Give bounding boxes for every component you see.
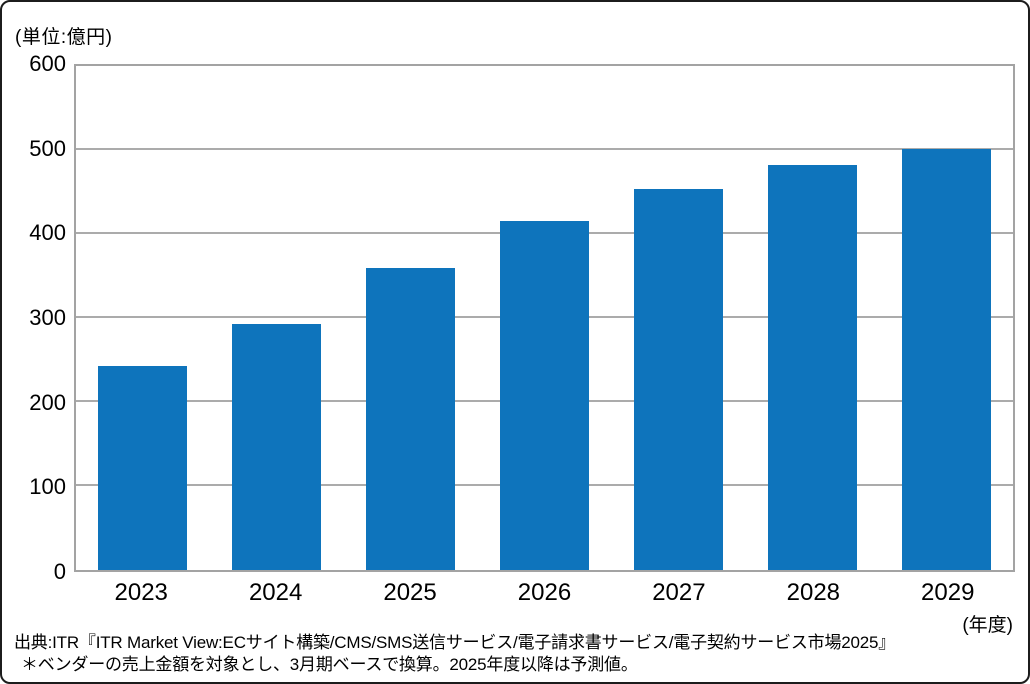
- y-tick-400: 400: [29, 220, 66, 246]
- bar-2028: [767, 165, 857, 570]
- bar-slot-2028: [745, 66, 879, 570]
- bars-container: [76, 66, 1013, 570]
- bar-slot-2029: [879, 66, 1013, 570]
- x-tick-2027: 2027: [652, 579, 706, 606]
- x-axis-tick-labels: 2023 2024 2025 2026 2027 2028 2029: [74, 579, 1015, 607]
- bar-2024: [232, 323, 322, 570]
- x-tick-2025: 2025: [383, 579, 437, 606]
- x-tick-2026: 2026: [517, 579, 572, 606]
- y-tick-0: 0: [53, 559, 66, 584]
- bar-2027: [633, 188, 723, 570]
- y-tick-100: 100: [29, 474, 66, 500]
- plot-area: [74, 64, 1015, 572]
- bar-slot-2027: [611, 66, 745, 570]
- footnote-line: ＊ベンダーの売上金額を対象とし、3月期ベースで換算。2025年度以降は予測値。: [21, 655, 638, 674]
- source-note: 出典:ITR『ITR Market View:ECサイト構築/CMS/SMS送信…: [14, 632, 1018, 676]
- source-line: 出典:ITR『ITR Market View:ECサイト構築/CMS/SMS送信…: [14, 633, 896, 652]
- bar-slot-2023: [76, 66, 210, 570]
- x-tick-2029: 2029: [921, 579, 975, 606]
- bar-2025: [366, 268, 456, 570]
- bar-slot-2025: [344, 66, 478, 570]
- y-tick-500: 500: [29, 135, 66, 161]
- bar-slot-2026: [478, 66, 612, 570]
- x-axis-unit-label: (年度): [962, 615, 1013, 636]
- bar-2023: [98, 365, 188, 570]
- y-tick-600: 600: [29, 51, 66, 76]
- x-tick-2023: 2023: [114, 579, 168, 606]
- bar-slot-2024: [210, 66, 344, 570]
- gridline-500: [76, 148, 1013, 150]
- bar-2026: [500, 221, 589, 570]
- x-tick-2028: 2028: [786, 579, 841, 606]
- bar-2029: [901, 149, 991, 570]
- y-tick-200: 200: [29, 389, 66, 415]
- x-tick-2024: 2024: [248, 579, 303, 606]
- y-tick-300: 300: [29, 305, 66, 330]
- y-axis-unit-label: (単位:億円): [15, 27, 113, 48]
